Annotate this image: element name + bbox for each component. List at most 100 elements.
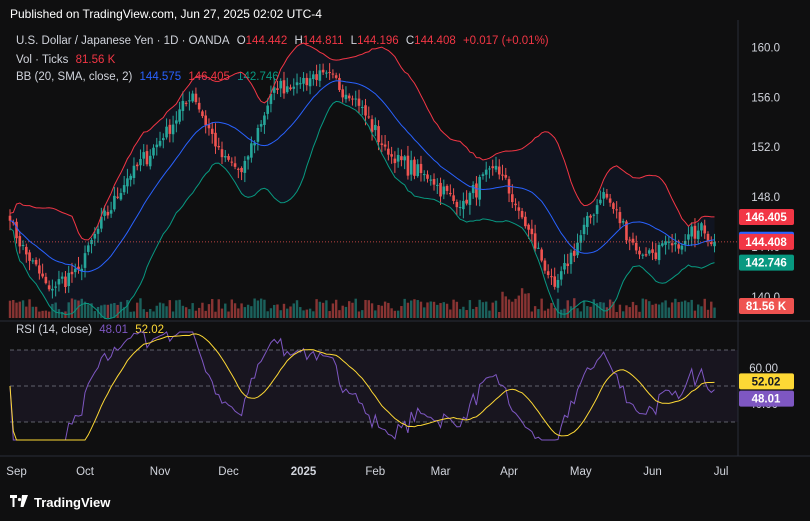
candle-body <box>387 148 390 155</box>
volume-bar <box>77 300 80 318</box>
volume-bar <box>504 296 507 318</box>
candle-body <box>344 94 348 100</box>
candle-body <box>250 143 253 158</box>
candle-body <box>462 200 465 210</box>
bb-label: BB (20, SMA, close, 2) <box>16 71 133 83</box>
candle-body <box>298 83 302 85</box>
volume-bar <box>524 293 527 318</box>
volume-bar <box>318 301 322 318</box>
volume-bar <box>116 304 119 318</box>
volume-bar <box>579 311 582 318</box>
volume-bar <box>426 302 429 318</box>
volume-bar <box>543 310 547 318</box>
candle-body <box>18 236 22 247</box>
volume-bar <box>15 302 18 318</box>
volume-bar <box>621 311 625 318</box>
volume-bar <box>178 299 181 318</box>
volume-bar <box>21 300 25 318</box>
volume-bar <box>377 304 380 318</box>
volume-bar <box>576 308 579 318</box>
volume-bar <box>334 299 338 318</box>
candle-body <box>432 179 436 185</box>
volume-bar <box>302 310 305 318</box>
candle-body <box>230 161 234 163</box>
candle-body <box>181 100 185 112</box>
volume-bar <box>690 299 693 318</box>
candle-body <box>497 166 501 175</box>
candle-body <box>318 70 322 81</box>
volume-legend[interactable]: Vol · Ticks 81.56 K <box>16 54 119 66</box>
candle-body <box>589 215 592 218</box>
candle-body <box>175 120 178 124</box>
price-axis-tick: 160.0 <box>751 42 780 54</box>
candle-body <box>713 241 716 247</box>
volume-bar <box>67 302 70 318</box>
candle-body <box>657 244 661 261</box>
volume-bar <box>387 302 390 318</box>
volume-bar <box>501 291 504 318</box>
volume-bar <box>74 299 77 318</box>
candle-body <box>569 252 573 265</box>
volume-bar <box>491 302 494 318</box>
volume-bar <box>201 302 204 318</box>
bb-lower-line <box>9 100 715 320</box>
candle-body <box>201 111 204 117</box>
candle-body <box>608 198 612 203</box>
candle-body <box>696 230 700 240</box>
volume-bar <box>383 301 387 318</box>
bb-background-fill <box>10 43 715 319</box>
volume-bar <box>41 310 44 318</box>
time-axis-label: May <box>570 466 592 478</box>
volume-bar <box>530 311 534 318</box>
tradingview-brand[interactable]: TradingView <box>10 495 110 510</box>
volume-bar <box>158 302 162 318</box>
candle-body <box>21 244 25 246</box>
time-axis-label: Oct <box>76 466 95 478</box>
candle-body <box>70 271 74 275</box>
volume-bar <box>149 308 152 318</box>
rsi-legend[interactable]: RSI (14, close) 48.01 52.02 <box>16 324 168 336</box>
volume-bar <box>126 300 129 318</box>
volume-bar <box>677 302 680 318</box>
volume-bar <box>449 309 452 318</box>
candle-body <box>520 211 524 218</box>
volume-bar <box>517 295 521 318</box>
volume-bar <box>171 311 175 318</box>
volume-bar <box>475 306 478 318</box>
candle-body <box>312 74 315 80</box>
candle-body <box>634 242 638 251</box>
volume-bar <box>344 306 348 318</box>
volume-bar <box>403 298 406 318</box>
price-legend[interactable]: U.S. Dollar / Japanese Yen · 1D · OANDA … <box>16 35 553 47</box>
volume-bar <box>416 300 419 318</box>
volume-bar <box>644 299 648 318</box>
volume-bar <box>250 306 253 318</box>
rsi-ma-badge-bg <box>739 373 794 390</box>
candle-body <box>400 156 403 161</box>
candle-body <box>435 184 439 186</box>
volume-bar <box>162 303 165 318</box>
candle-body <box>471 184 475 194</box>
volume-bar <box>674 298 677 318</box>
volume-bar <box>217 299 220 318</box>
volume-bar <box>400 306 403 318</box>
candle-body <box>654 252 658 259</box>
volume-bar <box>90 303 93 318</box>
candle-body <box>360 106 364 108</box>
candle-body <box>615 209 618 211</box>
candle-body <box>501 174 504 176</box>
volume-bar <box>478 299 481 318</box>
symbol-label: U.S. Dollar / Japanese Yen · 1D · OANDA <box>16 35 230 47</box>
volume-bar <box>390 308 393 318</box>
volume-bar <box>553 308 556 318</box>
lower-band-badge-bg <box>739 254 794 271</box>
volume-bar <box>520 288 524 318</box>
volume-bar <box>657 304 661 318</box>
candle-body <box>687 234 690 240</box>
bb-legend[interactable]: BB (20, SMA, close, 2) 144.575 146.405 1… <box>16 71 283 83</box>
time-axis-label: Apr <box>500 466 518 478</box>
candle-body <box>256 127 260 142</box>
volume-bar <box>243 307 247 318</box>
candle-body <box>80 268 84 272</box>
